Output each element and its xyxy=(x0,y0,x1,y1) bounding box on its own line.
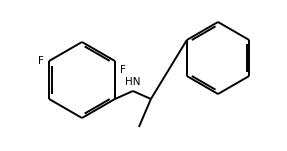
Text: HN: HN xyxy=(125,77,141,87)
Text: F: F xyxy=(120,65,126,75)
Text: F: F xyxy=(38,56,44,66)
